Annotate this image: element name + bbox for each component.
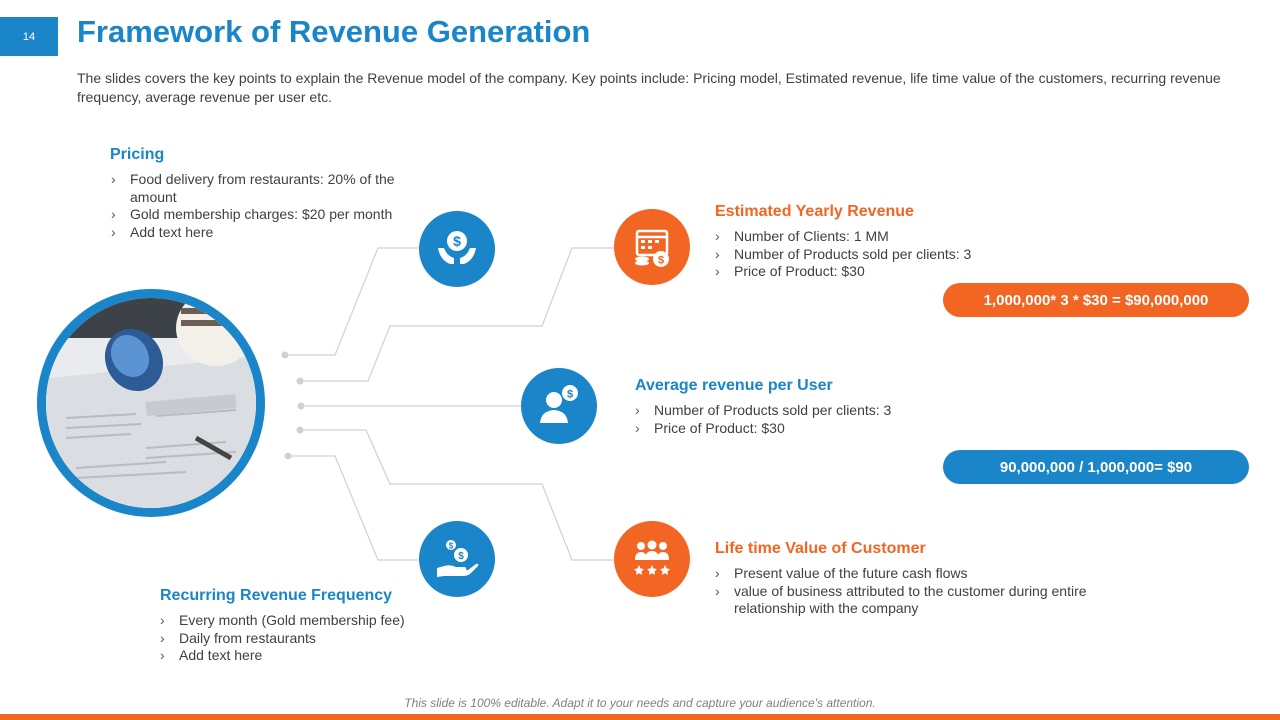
svg-text:$: $	[453, 233, 461, 249]
connector-pricing	[285, 247, 420, 356]
desk-photo	[37, 289, 265, 517]
svg-text:$: $	[449, 542, 454, 551]
estimated-revenue-formula: 1,000,000* 3 * $30 = $90,000,000	[943, 283, 1249, 317]
list-item: Number of Products sold per clients: 3	[635, 402, 955, 420]
ltv-title: Life time Value of Customer	[715, 540, 926, 557]
money-hands-icon: $	[419, 211, 495, 287]
arpu-list: Number of Products sold per clients: 3 P…	[635, 402, 955, 437]
connector-dot	[284, 452, 292, 460]
arpu-formula: 90,000,000 / 1,000,000= $90	[943, 450, 1249, 484]
page-title: Framework of Revenue Generation	[77, 14, 591, 49]
slide-number: 14	[0, 17, 58, 56]
list-item: Add text here	[111, 224, 411, 242]
list-item: Number of Clients: 1 MM	[715, 228, 1035, 246]
list-item: Number of Products sold per clients: 3	[715, 246, 1035, 264]
pricing-title: Pricing	[110, 146, 165, 163]
list-item: Daily from restaurants	[160, 630, 460, 648]
list-item: Add text here	[160, 647, 460, 665]
desk-photo-illustration	[46, 298, 256, 508]
estimated-revenue-list: Number of Clients: 1 MM Number of Produc…	[715, 228, 1035, 281]
list-item: Gold membership charges: $20 per month	[111, 206, 411, 224]
list-item: Price of Product: $30	[715, 263, 1035, 281]
footer-bar	[0, 714, 1280, 720]
svg-text:$: $	[567, 389, 573, 401]
connector-estimated	[300, 247, 615, 382]
estimated-revenue-title: Estimated Yearly Revenue	[715, 203, 914, 220]
connector-dot	[296, 426, 304, 434]
list-item: Every month (Gold membership fee)	[160, 612, 460, 630]
connector-dot	[296, 377, 304, 385]
list-item: Present value of the future cash flows	[715, 565, 1115, 583]
calendar-coins-icon: $	[614, 209, 690, 285]
arpu-title: Average revenue per User	[635, 377, 833, 394]
list-item: value of business attributed to the cust…	[715, 583, 1115, 618]
group-stars-icon	[614, 521, 690, 597]
footer-note: This slide is 100% editable. Adapt it to…	[404, 696, 876, 710]
svg-text:$: $	[458, 551, 464, 562]
hand-coins-icon: $ $	[419, 521, 495, 597]
list-item: Price of Product: $30	[635, 420, 955, 438]
page-subtitle: The slides covers the key points to expl…	[77, 70, 1221, 105]
recurring-list: Every month (Gold membership fee) Daily …	[160, 612, 460, 665]
ltv-list: Present value of the future cash flows v…	[715, 565, 1115, 618]
list-item: Food delivery from restaurants: 20% of t…	[111, 171, 411, 206]
connector-ltv	[300, 429, 615, 561]
connector-dot	[297, 402, 305, 410]
pricing-list: Food delivery from restaurants: 20% of t…	[111, 171, 411, 241]
recurring-title: Recurring Revenue Frequency	[160, 587, 393, 604]
connector-recurring	[288, 455, 420, 561]
svg-text:$: $	[658, 255, 664, 267]
connector-dot	[281, 351, 289, 359]
user-dollar-icon: $	[521, 368, 597, 444]
